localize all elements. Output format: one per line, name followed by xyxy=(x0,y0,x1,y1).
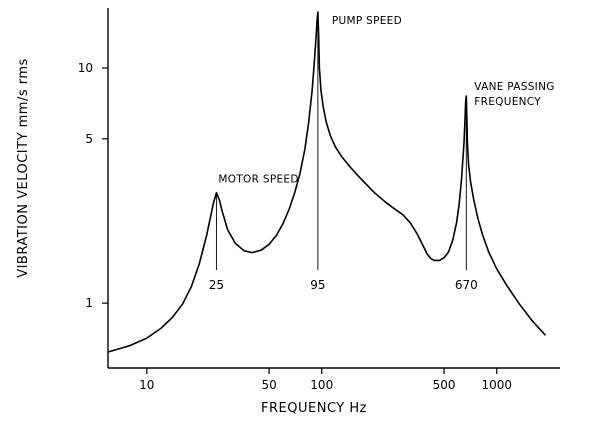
peak-annotations: 25 MOTOR SPEED 95 PUMP SPEED 670 VANE PASSING… xyxy=(209,15,555,292)
y-tick-label: 10 xyxy=(78,61,93,75)
y-tick-label: 1 xyxy=(85,296,93,310)
x-tick-label: 50 xyxy=(261,378,276,392)
peak-annotation-label: MOTOR SPEED xyxy=(218,174,298,186)
x-ticks: 10 50 100 500 1000 xyxy=(139,368,512,392)
frequency-marker-label: 95 xyxy=(310,278,325,292)
x-tick-label: 10 xyxy=(139,378,154,392)
x-tick-label: 100 xyxy=(310,378,333,392)
frequency-markers xyxy=(215,12,467,270)
peak-annotation-label: VANE PASSING xyxy=(474,81,554,93)
x-tick-label: 500 xyxy=(433,378,456,392)
x-axis-title: FREQUENCY Hz xyxy=(261,401,367,416)
y-axis-title: VIBRATION VELOCITY mm/s rms xyxy=(16,58,31,278)
spectrum-curve xyxy=(107,11,547,353)
x-tick-label: 1000 xyxy=(481,378,512,392)
peak-annotation-label: PUMP SPEED xyxy=(332,15,402,27)
frequency-marker-label: 670 xyxy=(455,278,478,292)
frequency-marker-label: 25 xyxy=(209,278,224,292)
y-tick-label: 5 xyxy=(85,132,93,146)
peak-annotation-label-line2: FREQUENCY xyxy=(474,96,541,108)
